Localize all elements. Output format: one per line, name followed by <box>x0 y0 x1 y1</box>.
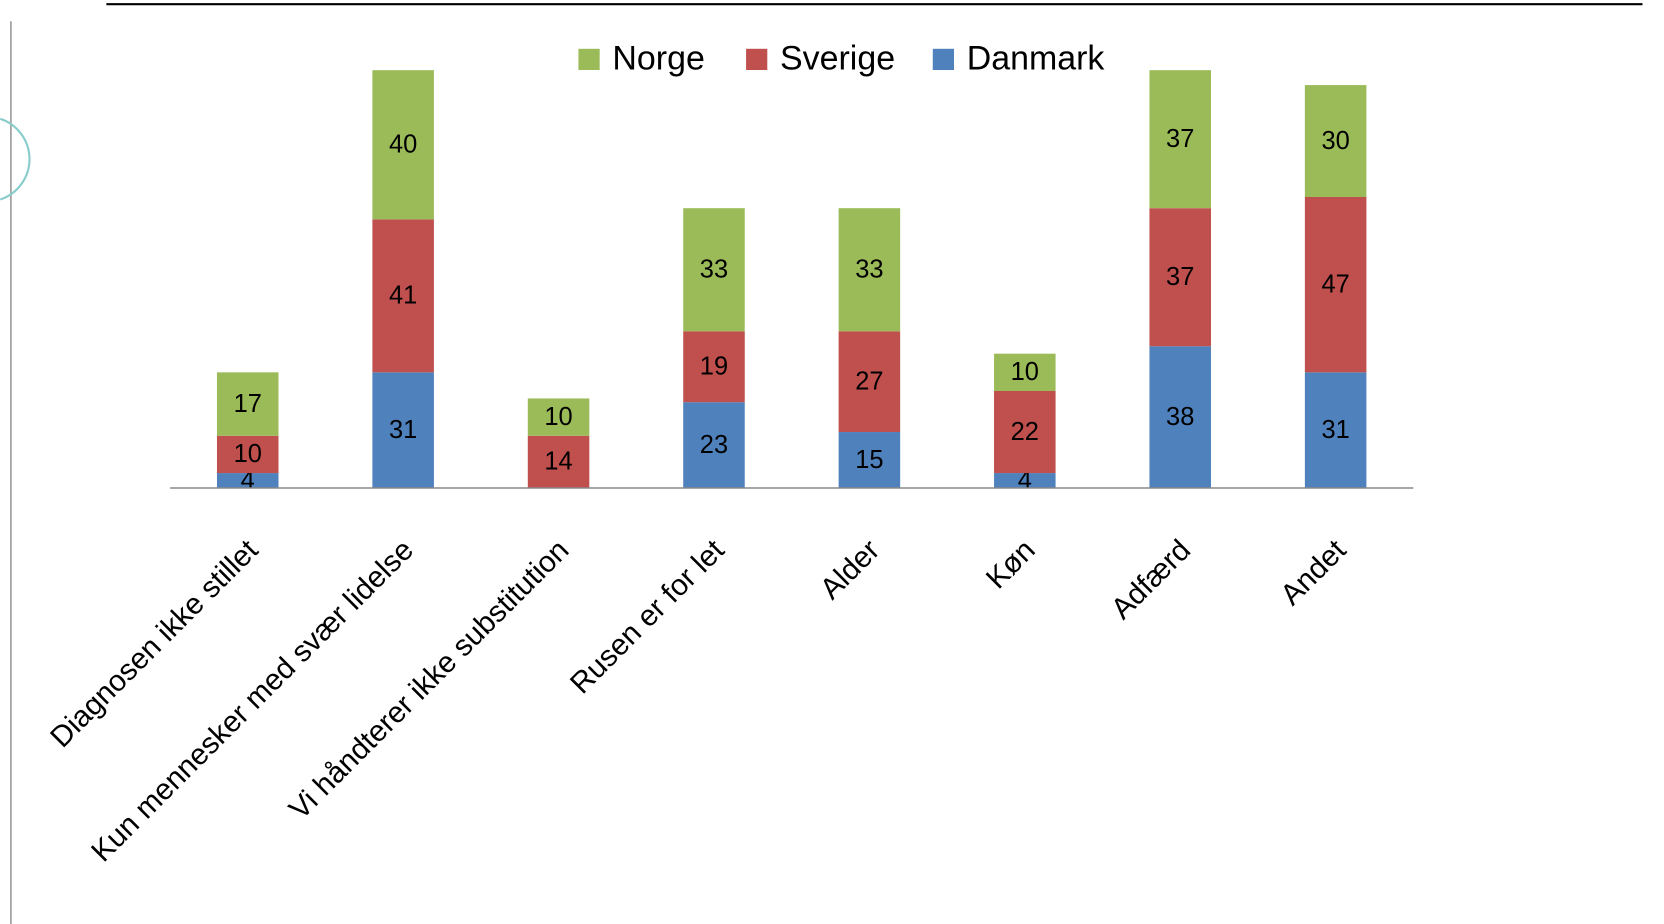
data-label: 33 <box>700 256 728 284</box>
x-tick-label: Andet <box>1274 533 1353 612</box>
bar-segment <box>216 372 279 436</box>
bar-segment <box>216 473 279 488</box>
bar-segment <box>527 435 590 488</box>
data-label: 37 <box>1166 125 1194 153</box>
bar-segment <box>527 398 590 436</box>
legend-swatch <box>578 48 600 71</box>
bar-segment <box>1304 85 1367 197</box>
bar-segment <box>372 70 434 220</box>
data-label: 14 <box>544 448 572 476</box>
data-label: 38 <box>1166 403 1194 431</box>
x-tick-label: Køn <box>980 533 1042 595</box>
bar-segment <box>683 402 745 488</box>
bar-segment <box>1149 346 1211 488</box>
bar-segment <box>994 390 1056 474</box>
x-tick-label: Vi håndterer ikke substitution <box>283 533 576 826</box>
x-tick-label: Rusen er for let <box>564 533 731 700</box>
bar-segment <box>838 432 901 488</box>
bar-segment <box>1304 372 1367 488</box>
bar-segment <box>372 219 434 373</box>
data-label: 27 <box>855 367 883 395</box>
data-label: 31 <box>389 416 417 444</box>
data-label: 31 <box>1321 416 1349 444</box>
bar-segment <box>1149 70 1211 209</box>
bar-segment <box>1149 208 1211 347</box>
data-label: 17 <box>234 390 262 418</box>
data-label: 10 <box>544 403 572 431</box>
legend-label: Norge <box>612 39 704 77</box>
data-label: 15 <box>855 446 883 474</box>
data-label: 30 <box>1321 127 1349 155</box>
data-label: 22 <box>1011 418 1039 446</box>
legend-label: Danmark <box>967 39 1106 77</box>
bar-segment <box>216 435 279 474</box>
data-label: 47 <box>1321 270 1349 298</box>
data-label: 33 <box>855 256 883 284</box>
data-label: 23 <box>700 431 728 459</box>
x-tick-label: Kun mennesker med svær lidelse <box>85 533 420 868</box>
bar-segment <box>994 473 1056 488</box>
data-label: 41 <box>389 282 417 310</box>
decor-arc <box>0 117 31 201</box>
legend-swatch <box>932 48 954 71</box>
bar-segment <box>683 331 745 403</box>
data-label: 10 <box>234 440 262 468</box>
bar-segment <box>683 208 745 332</box>
bar-segment <box>372 372 434 488</box>
x-tick-label: Adfærd <box>1105 533 1197 625</box>
bar-segment <box>838 331 901 433</box>
bar-segment <box>1304 196 1367 373</box>
bar-segment <box>838 208 901 332</box>
x-tick-label: Alder <box>814 533 886 605</box>
data-label: 40 <box>389 131 417 159</box>
data-label: 10 <box>1011 358 1039 386</box>
bar-segment <box>994 353 1056 391</box>
data-label: 37 <box>1166 263 1194 291</box>
legend-label: Sverige <box>780 39 895 77</box>
legend-swatch <box>746 48 768 71</box>
data-label: 19 <box>700 353 728 381</box>
